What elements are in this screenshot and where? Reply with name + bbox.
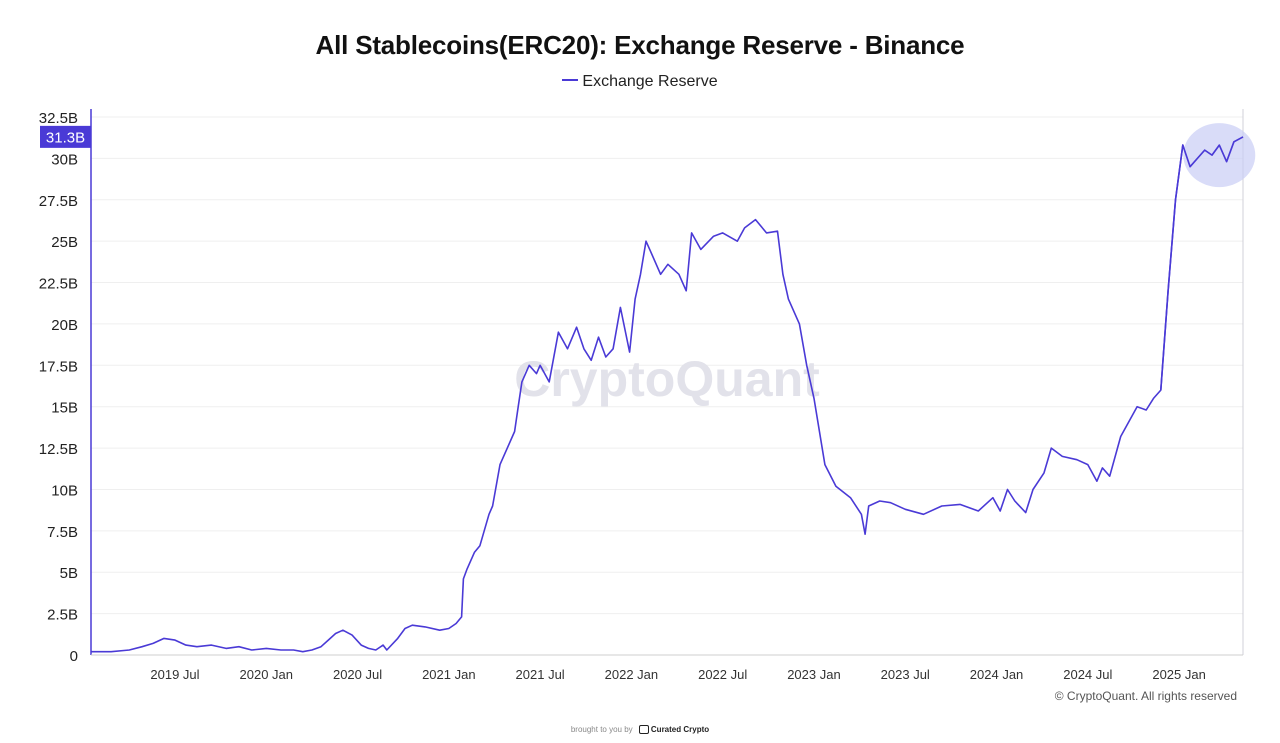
y-tick-label: 25B bbox=[51, 234, 78, 251]
x-tick-label: 2022 Jan bbox=[605, 667, 659, 682]
y-tick-label: 10B bbox=[51, 482, 78, 499]
y-tick-label: 2.5B bbox=[47, 607, 78, 624]
x-tick-label: 2020 Jul bbox=[333, 667, 382, 682]
watermark: CryptoQuant bbox=[514, 351, 820, 407]
legend[interactable]: Exchange Reserve bbox=[0, 73, 1280, 91]
x-tick-label: 2024 Jul bbox=[1063, 667, 1112, 682]
footer-prefix: brought to you by bbox=[570, 725, 633, 734]
y-tick-label: 22.5B bbox=[39, 276, 78, 293]
x-tick-label: 2023 Jan bbox=[787, 667, 841, 682]
x-tick-label: 2019 Jul bbox=[150, 667, 199, 682]
y-tick-label: 0 bbox=[70, 648, 78, 665]
chart-title: All Stablecoins(ERC20): Exchange Reserve… bbox=[315, 30, 965, 60]
y-tick-label: 32.5B bbox=[39, 110, 78, 127]
current-value-label: 31.3B bbox=[46, 129, 85, 146]
x-tick-label: 2020 Jan bbox=[240, 667, 294, 682]
current-value-badge bbox=[40, 125, 91, 148]
y-tick-label: 20B bbox=[51, 317, 78, 334]
x-tick-label: 2024 Jan bbox=[970, 667, 1024, 682]
x-tick-label: 2021 Jul bbox=[516, 667, 565, 682]
x-tick-label: 2025 Jan bbox=[1152, 667, 1206, 682]
x-tick-label: 2021 Jan bbox=[422, 667, 476, 682]
curated-crypto-logo-icon bbox=[638, 725, 649, 735]
y-tick-label: 5B bbox=[60, 565, 78, 582]
y-tick-label: 17.5B bbox=[39, 358, 78, 375]
y-tick-label: 7.5B bbox=[47, 524, 78, 541]
series-line-exchange-reserve bbox=[91, 136, 1244, 653]
legend-swatch bbox=[562, 78, 579, 81]
y-tick-label: 30B bbox=[51, 151, 78, 168]
x-tick-label: 2022 Jul bbox=[698, 667, 747, 682]
y-tick-label: 15B bbox=[51, 400, 78, 417]
x-tick-label: 2023 Jul bbox=[881, 667, 930, 682]
y-tick-label: 12.5B bbox=[39, 441, 78, 458]
series-line-recent bbox=[1160, 136, 1244, 391]
copyright-notice: © CryptoQuant. All rights reserved bbox=[1054, 689, 1237, 703]
highlight-circle bbox=[1183, 123, 1256, 188]
footer-brand: Curated Crypto bbox=[650, 725, 710, 734]
legend-label: Exchange Reserve bbox=[582, 73, 718, 90]
footer-credit[interactable]: brought to you by Curated Crypto bbox=[0, 725, 1280, 735]
y-tick-label: 27.5B bbox=[39, 193, 78, 210]
